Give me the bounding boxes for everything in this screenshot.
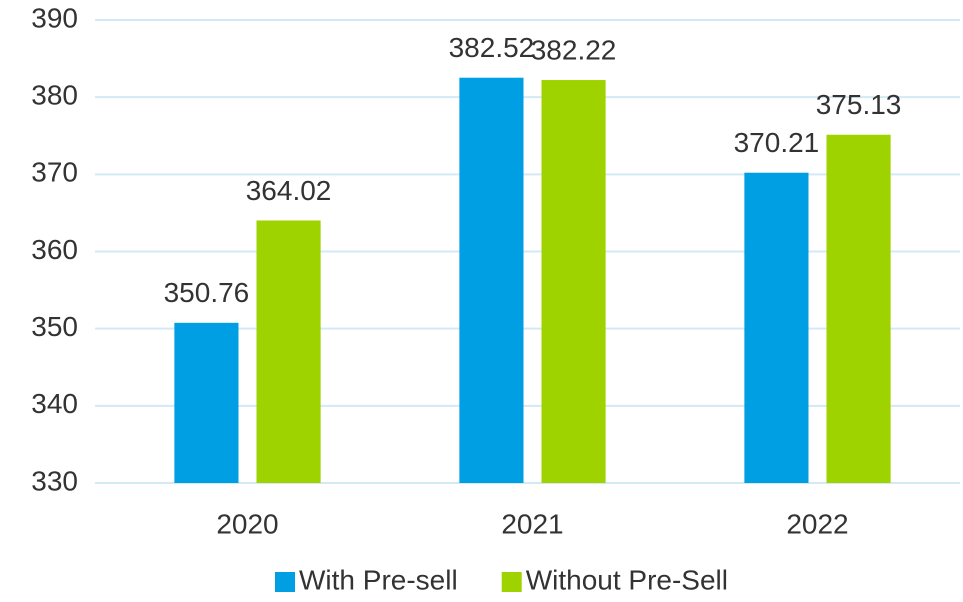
- bar: [541, 80, 606, 483]
- y-tick-label: 380: [31, 80, 78, 111]
- bar: [744, 172, 809, 483]
- y-tick-label: 330: [31, 465, 78, 496]
- data-label: 364.02: [246, 175, 332, 206]
- bar: [256, 220, 321, 483]
- y-tick-label: 360: [31, 234, 78, 265]
- data-label: 382.22: [531, 34, 617, 65]
- bar: [459, 77, 524, 483]
- legend-swatch: [275, 572, 295, 592]
- data-label: 350.76: [164, 277, 250, 308]
- bar: [826, 134, 891, 483]
- data-label: 375.13: [816, 89, 902, 120]
- x-tick-label: 2022: [786, 508, 848, 539]
- legend-label: Without Pre-Sell: [526, 564, 728, 595]
- y-tick-label: 350: [31, 311, 78, 342]
- data-label: 382.52: [449, 32, 535, 63]
- legend-label: With Pre-sell: [299, 564, 458, 595]
- bar: [174, 322, 239, 483]
- legend-swatch: [501, 572, 522, 592]
- x-tick-label: 2021: [501, 508, 563, 539]
- x-tick-label: 2020: [216, 508, 278, 539]
- y-tick-label: 390: [31, 2, 78, 33]
- data-label: 370.21: [734, 127, 820, 158]
- y-tick-label: 340: [31, 388, 78, 419]
- y-tick-label: 370: [31, 157, 78, 188]
